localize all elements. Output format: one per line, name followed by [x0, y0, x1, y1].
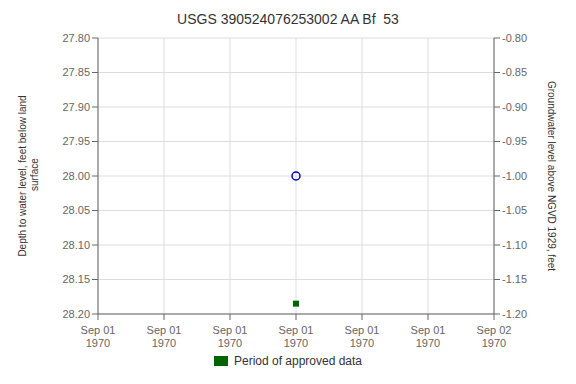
html-text:Period of approved data: Period of approved data: [234, 354, 362, 368]
svg-text:-0.90: -0.90: [502, 101, 527, 113]
svg-text:28.10: 28.10: [62, 239, 90, 251]
svg-text:Sep 011970: Sep 011970: [411, 324, 446, 349]
svg-text:-0.85: -0.85: [502, 66, 527, 78]
svg-text:Sep 011970: Sep 011970: [81, 324, 116, 349]
svg-text:27.90: 27.90: [62, 101, 90, 113]
svg-text:Sep 011970: Sep 011970: [213, 324, 248, 349]
svg-text:Groundwater level above NGVD 1: Groundwater level above NGVD 1929, feet: [546, 81, 557, 271]
svg-text:27.95: 27.95: [62, 135, 90, 147]
svg-text:Sep 011970: Sep 011970: [345, 324, 380, 349]
svg-text:28.20: 28.20: [62, 308, 90, 320]
svg-text:27.80: 27.80: [62, 32, 90, 44]
html-text:USGS 390524076253002 AA Bf 53: USGS 390524076253002 AA Bf 53: [177, 11, 399, 27]
svg-text:28.15: 28.15: [62, 273, 90, 285]
svg-text:-1.05: -1.05: [502, 204, 527, 216]
svg-text:28.00: 28.00: [62, 170, 90, 182]
svg-text:-0.80: -0.80: [502, 32, 527, 44]
svg-text:Sep 011970: Sep 011970: [279, 324, 314, 349]
svg-text:28.05: 28.05: [62, 204, 90, 216]
svg-text:Sep 021970: Sep 021970: [477, 324, 512, 349]
svg-text:-1.15: -1.15: [502, 273, 527, 285]
svg-text:-1.20: -1.20: [502, 308, 527, 320]
svg-text:Depth to water level, feet bel: Depth to water level, feet below land su…: [17, 95, 40, 256]
svg-text:-0.95: -0.95: [502, 135, 527, 147]
svg-text:-1.00: -1.00: [502, 170, 527, 182]
svg-text:27.85: 27.85: [62, 66, 90, 78]
svg-text:Sep 011970: Sep 011970: [147, 324, 182, 349]
svg-text:-1.10: -1.10: [502, 239, 527, 251]
